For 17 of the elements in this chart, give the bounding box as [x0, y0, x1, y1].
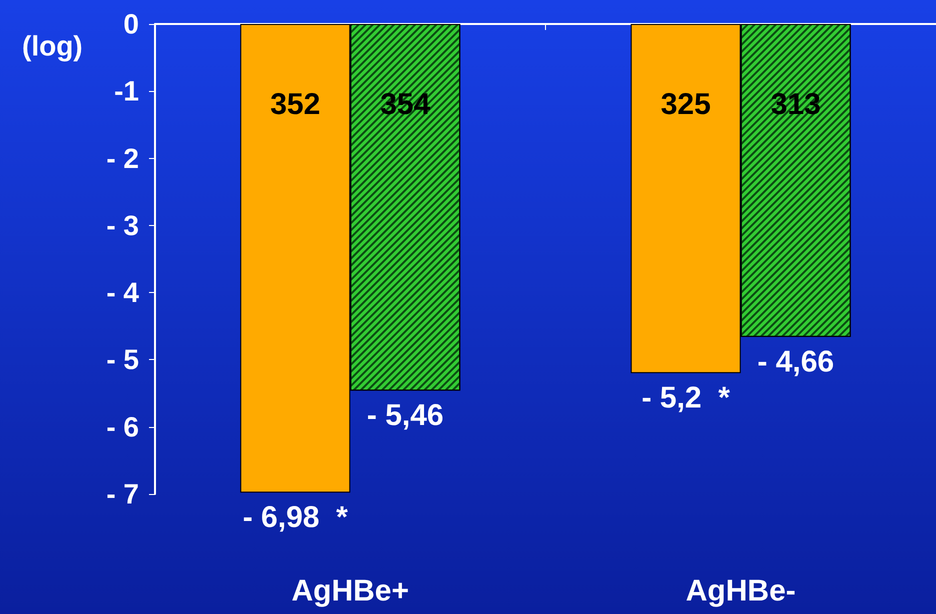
annotation: 352: [270, 88, 320, 122]
x-tick-label: AgHBe+: [291, 574, 410, 608]
data-label: - 5,46: [366, 399, 444, 432]
x-tick-label: AgHBe-: [686, 574, 796, 608]
y-tick-label: -1: [114, 76, 139, 107]
y-tick-label: - 6: [106, 411, 139, 442]
annotation: 325: [660, 88, 711, 122]
y-tick-label: - 5: [106, 344, 139, 376]
y-axis-title: (log): [22, 30, 83, 62]
data-label: - 6,98 *: [242, 501, 348, 534]
y-tick-label: - 7: [106, 478, 139, 510]
data-label: - 5,2 *: [642, 382, 730, 415]
y-tick-label: - 2: [106, 142, 139, 174]
data-label: - 4,66: [757, 345, 834, 378]
y-tick-label: - 3: [106, 210, 139, 241]
y-tick-label: - 4: [106, 277, 140, 308]
y-tick-label: 0: [123, 8, 139, 40]
